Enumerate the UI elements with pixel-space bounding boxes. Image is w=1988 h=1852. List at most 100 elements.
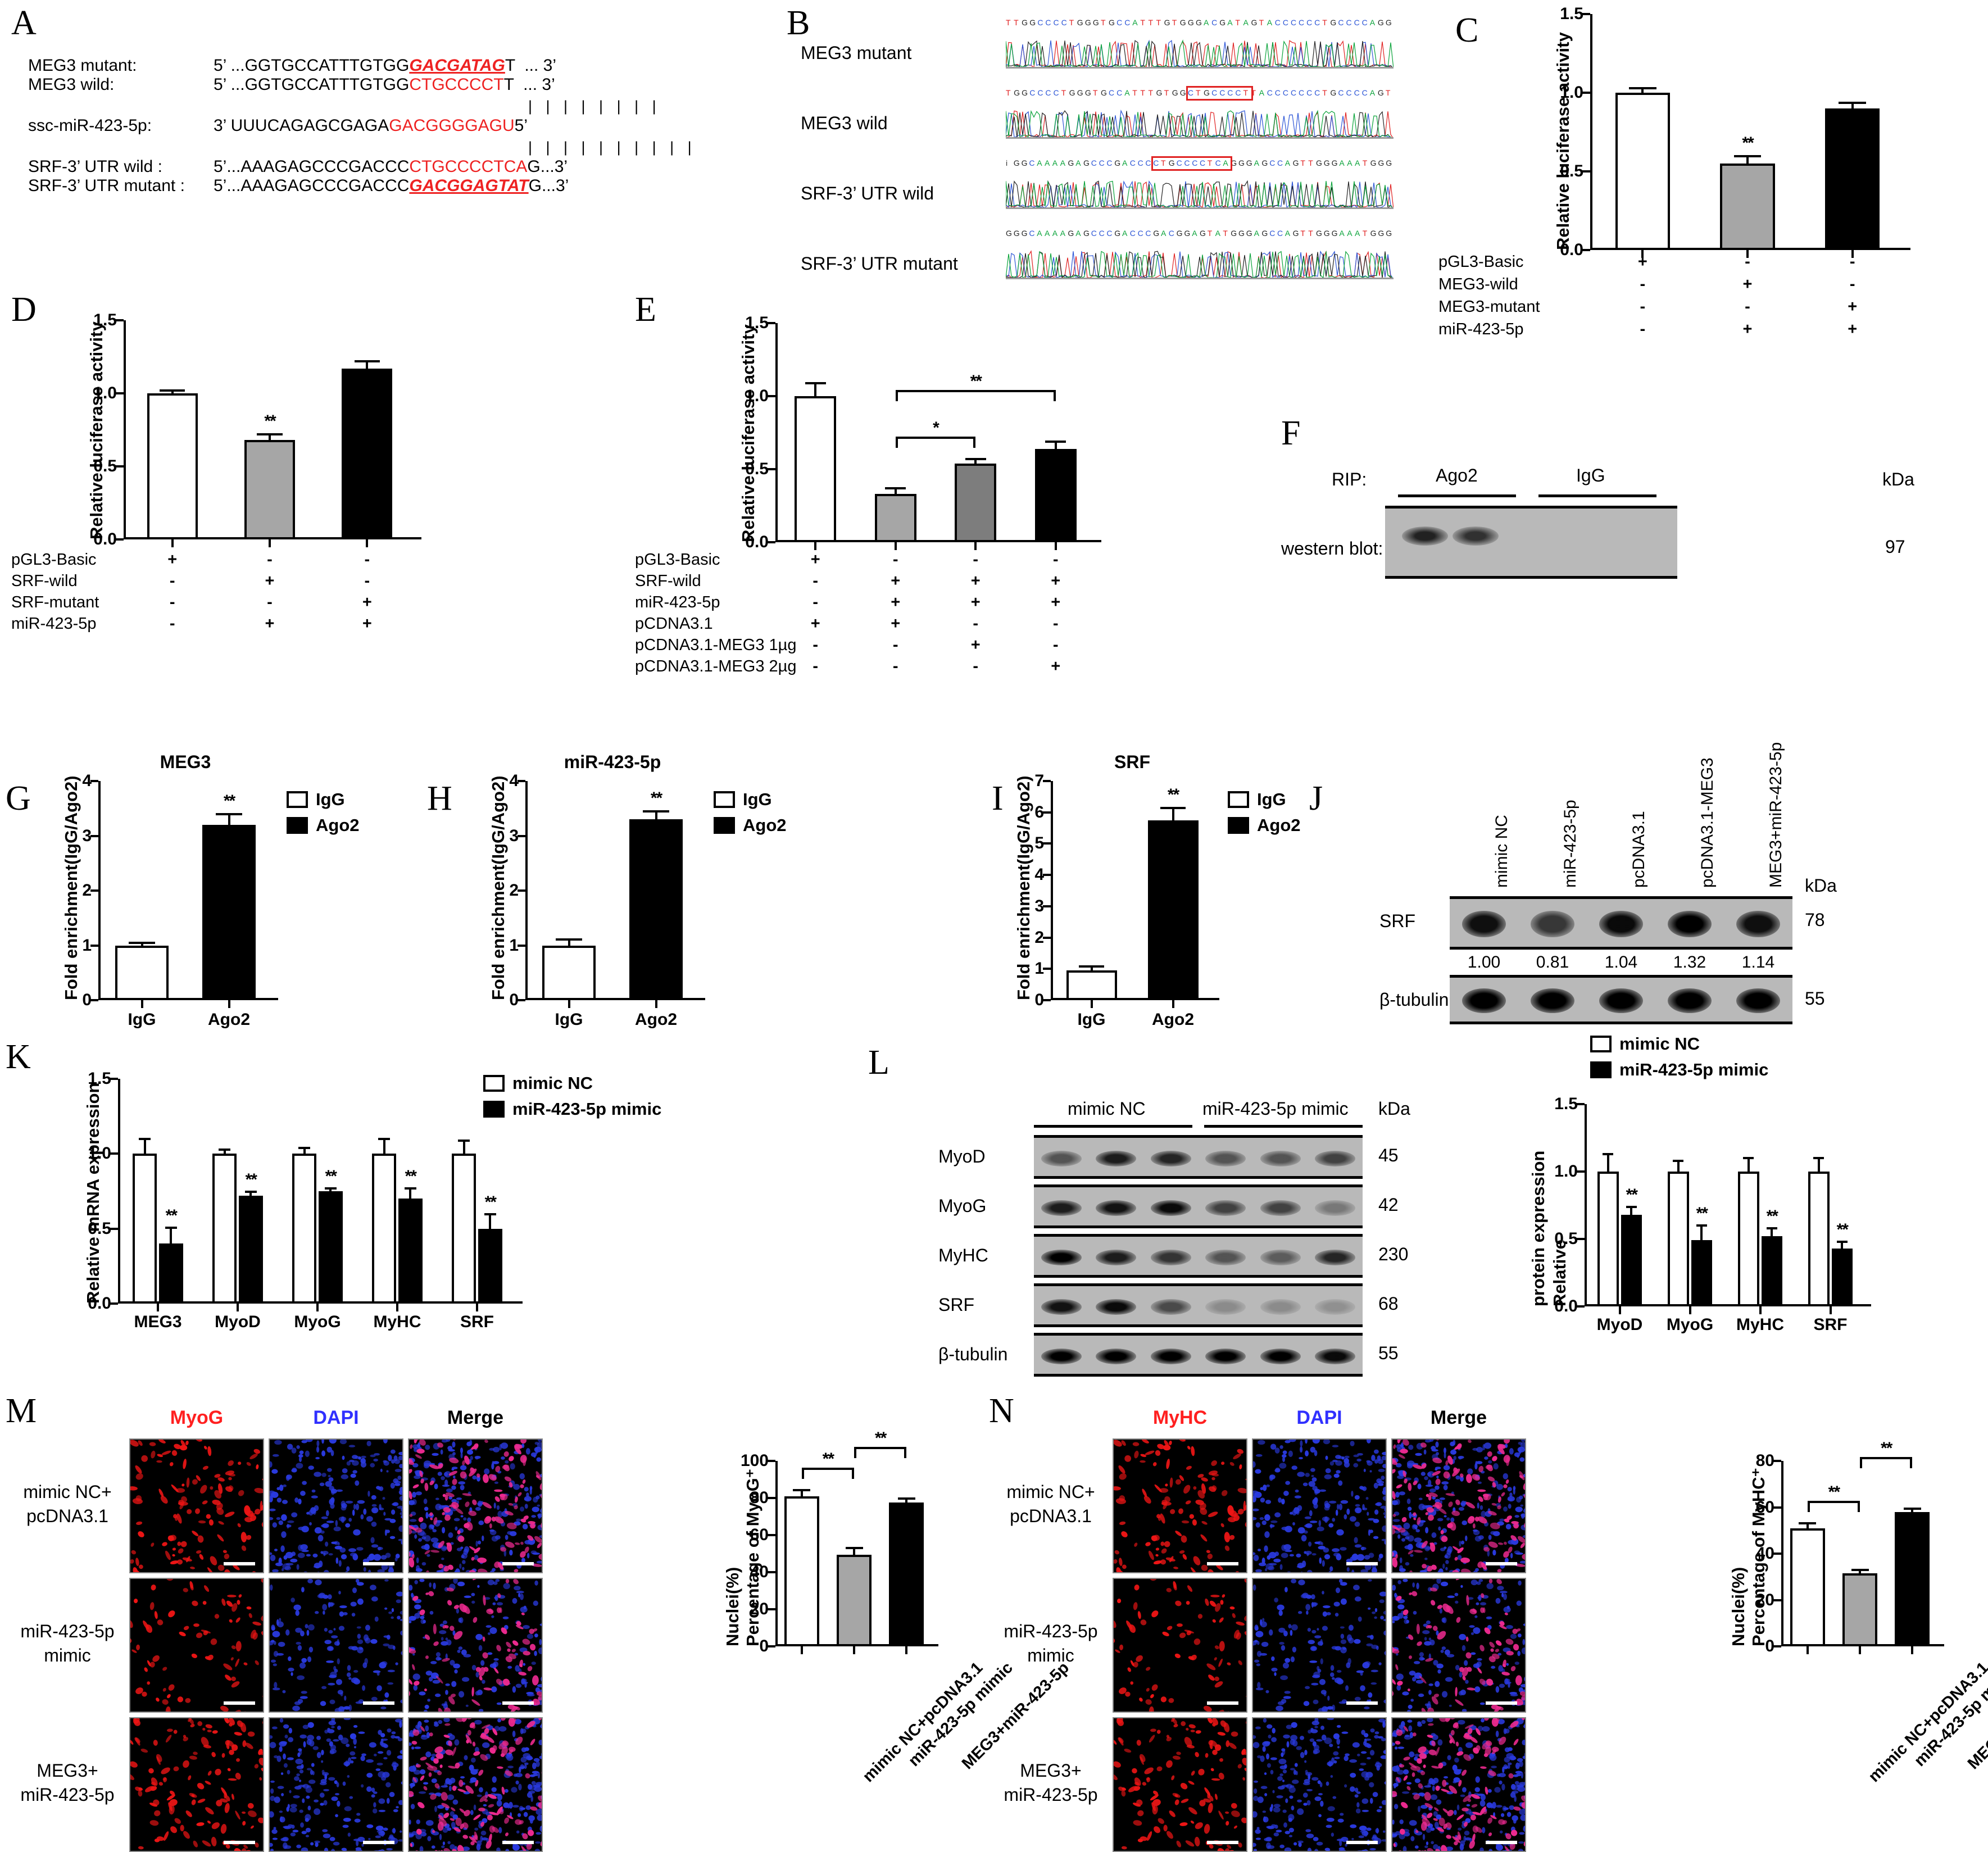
base: G xyxy=(1324,229,1330,238)
significance-marker: ** xyxy=(651,789,661,808)
legend-label: IgG xyxy=(316,789,345,810)
base: A xyxy=(1355,158,1360,167)
seq-prefix: 3’ UUUCAGAGCGAGA xyxy=(214,116,389,135)
significance-marker: ** xyxy=(1626,1186,1637,1205)
base: G xyxy=(1156,88,1163,97)
base: C xyxy=(1138,229,1144,238)
y-tick-mark xyxy=(110,1078,118,1080)
kda-value: 55 xyxy=(1805,988,1825,1009)
y-tick-mark xyxy=(116,538,124,541)
error-cap xyxy=(129,942,156,944)
legend-swatch xyxy=(714,791,735,808)
y-tick-mark xyxy=(768,395,775,397)
panel-i-label: I xyxy=(992,781,1004,816)
error-bar xyxy=(814,384,816,396)
fluorescence-render xyxy=(1114,1440,1247,1573)
condition-row-label: miR-423-5p xyxy=(1438,320,1524,339)
base: G xyxy=(1188,18,1194,27)
legend-label: miR-423-5p mimic xyxy=(1619,1060,1768,1080)
bar xyxy=(542,946,596,1001)
scale-bar xyxy=(1346,1562,1378,1565)
error-cap xyxy=(160,389,185,392)
base: T xyxy=(1101,18,1106,27)
error-cap xyxy=(1904,1508,1921,1510)
error-bar xyxy=(366,362,368,368)
x-tick-mark xyxy=(1807,1646,1809,1654)
image-row-label-line: mimic xyxy=(20,1644,114,1668)
base: T xyxy=(1061,88,1066,97)
y-tick-mark xyxy=(768,1571,775,1573)
y-tick-mark xyxy=(1582,92,1590,94)
panel-h-label: H xyxy=(427,781,452,816)
base: C xyxy=(1145,229,1151,238)
error-bar xyxy=(1641,89,1644,93)
condition-cell: + xyxy=(971,593,981,612)
legend-row: IgG xyxy=(1228,789,1301,810)
base: T xyxy=(1172,18,1177,27)
fluorescence-render xyxy=(1114,1579,1247,1713)
y-tick-mark xyxy=(116,392,124,394)
x-category-label: IgG xyxy=(1078,1010,1106,1029)
sequence-text: 5’...AAAGAGCCCGACCCCTGCCCCTCAG...3’ xyxy=(214,157,568,176)
base: G xyxy=(1022,18,1028,27)
significance-marker: ** xyxy=(970,372,981,391)
base: G xyxy=(1077,88,1083,97)
lane-label: pcDNA3.1-MEG3 xyxy=(1698,757,1717,888)
condition-row-label: MEG3-wild xyxy=(1438,275,1518,294)
scale-bar xyxy=(224,1841,255,1844)
significance-marker: ** xyxy=(224,792,234,811)
condition-cell: - xyxy=(1053,636,1059,655)
fluorescence-image xyxy=(1113,1578,1247,1713)
condition-cell: - xyxy=(364,572,370,591)
condition-cell: - xyxy=(1053,615,1059,633)
blot-membrane xyxy=(1034,1333,1363,1377)
base: C xyxy=(1346,88,1352,97)
group-label: mimic NC xyxy=(1068,1099,1146,1119)
y-tick-mark xyxy=(1773,1645,1781,1647)
chromatogram-trace xyxy=(1006,244,1394,279)
fluorescence-image xyxy=(1391,1578,1526,1713)
bar xyxy=(955,464,996,542)
scale-bar xyxy=(1346,1701,1378,1705)
base: C xyxy=(1362,18,1368,27)
error-bar xyxy=(853,1549,855,1555)
base: C xyxy=(1106,229,1113,238)
error-bar xyxy=(1771,1229,1773,1236)
image-row-label: mimic NC+pcDNA3.1 xyxy=(23,1480,111,1528)
bar xyxy=(875,494,916,542)
error-cap xyxy=(245,1191,257,1193)
legend-swatch xyxy=(1590,1061,1612,1078)
base: G xyxy=(1029,18,1036,27)
kda-value: 78 xyxy=(1805,910,1825,930)
base: C xyxy=(1029,158,1035,167)
y-tick-mark xyxy=(1577,1305,1585,1308)
significance-marker: ** xyxy=(1742,134,1753,153)
x-tick-mark xyxy=(228,1000,230,1008)
y-axis xyxy=(98,781,101,1000)
scale-bar xyxy=(1486,1562,1517,1565)
significance-marker: ** xyxy=(823,1450,833,1469)
y-tick-mark xyxy=(518,780,525,782)
y-tick-mark xyxy=(768,468,775,470)
error-bar xyxy=(905,1500,907,1503)
error-cap xyxy=(1079,965,1104,968)
condition-row-label: pGL3-Basic xyxy=(1438,253,1524,271)
scale-bar xyxy=(1207,1701,1238,1705)
fluorescence-render xyxy=(270,1440,403,1573)
y-tick-mark xyxy=(1043,874,1051,876)
image-row-label-line: mimic NC+ xyxy=(1006,1480,1095,1504)
kda-header: kDa xyxy=(1882,469,1914,490)
protein-band xyxy=(1260,1250,1301,1265)
image-row-label-line: pcDNA3.1 xyxy=(23,1504,111,1528)
base: T xyxy=(1132,88,1137,97)
image-row-label-line: MEG3+ xyxy=(1004,1759,1097,1783)
base: G xyxy=(1085,18,1091,27)
protein-band xyxy=(1736,911,1780,938)
protein-band xyxy=(1402,526,1448,546)
base: G xyxy=(1386,18,1392,27)
base: T xyxy=(1386,88,1391,97)
blot-membrane xyxy=(1450,975,1792,1024)
